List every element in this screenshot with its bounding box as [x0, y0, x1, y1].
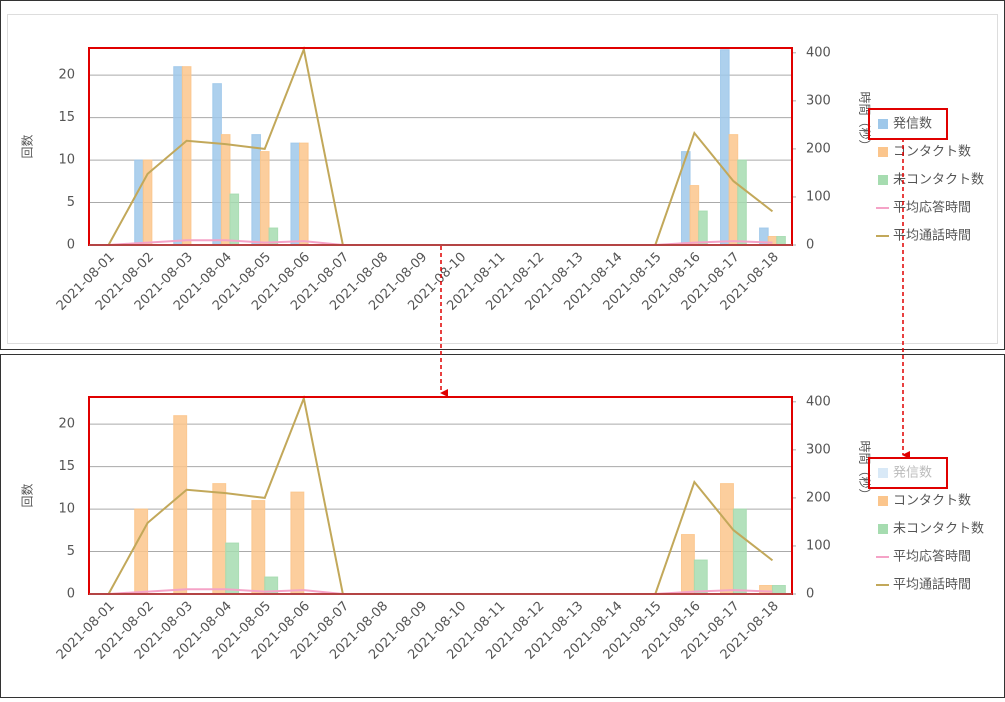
- bar: [259, 151, 270, 246]
- y-tick-label: 0: [67, 238, 75, 253]
- bar: [251, 500, 266, 595]
- annotation-box: [868, 108, 948, 140]
- y-tick-label: 0: [67, 587, 75, 602]
- bar: [225, 542, 240, 595]
- y-tick-label: 5: [67, 195, 75, 210]
- bar: [689, 185, 700, 246]
- legend-label[interactable]: 未コンタクト数: [893, 173, 984, 188]
- bar: [134, 159, 144, 246]
- bar: [212, 83, 222, 246]
- legend-label[interactable]: コンタクト数: [893, 494, 971, 509]
- y2-tick-label: 0: [806, 587, 814, 602]
- bar: [290, 142, 301, 246]
- bar: [229, 193, 240, 246]
- bar: [767, 236, 778, 246]
- y-tick-label: 15: [58, 459, 75, 474]
- y-tick-label: 15: [58, 110, 75, 125]
- bar: [698, 210, 708, 246]
- bar: [720, 483, 734, 595]
- bar: [771, 585, 786, 595]
- y2-tick-label: 300: [806, 442, 831, 457]
- bar: [251, 134, 261, 246]
- panel-frame: [0, 0, 1005, 350]
- legend-label[interactable]: 平均応答時間: [893, 200, 971, 216]
- bar: [173, 66, 183, 246]
- legend-swatch[interactable]: [878, 175, 888, 185]
- y2-tick-label: 100: [806, 538, 831, 553]
- legend-label[interactable]: 発信数: [893, 117, 932, 132]
- legend-label[interactable]: 発信数: [893, 466, 932, 481]
- legend-swatch[interactable]: [878, 119, 888, 129]
- legend-swatch[interactable]: [878, 524, 888, 534]
- y-axis-label: 回数: [20, 483, 35, 507]
- y-tick-label: 10: [58, 153, 75, 168]
- y2-tick-label: 100: [806, 189, 831, 204]
- bar: [212, 483, 227, 595]
- bar: [680, 534, 695, 595]
- y-axis-label: 回数: [20, 134, 35, 158]
- legend-swatch[interactable]: [878, 147, 888, 157]
- bar: [720, 49, 730, 246]
- bar: [693, 559, 708, 595]
- y2-tick-label: 400: [806, 45, 831, 60]
- y-tick-label: 5: [67, 544, 75, 559]
- legend-label[interactable]: 平均応答時間: [893, 549, 971, 565]
- y-tick-label: 20: [58, 68, 75, 83]
- legend-label[interactable]: 平均通話時間: [893, 228, 971, 244]
- bar: [290, 491, 305, 595]
- y2-tick-label: 200: [806, 490, 831, 505]
- bar: [181, 66, 192, 246]
- y-tick-label: 20: [58, 417, 75, 432]
- legend-label[interactable]: 平均通話時間: [893, 577, 971, 593]
- legend-label[interactable]: コンタクト数: [893, 145, 971, 160]
- legend-swatch[interactable]: [878, 468, 888, 478]
- bar: [134, 508, 149, 595]
- bar: [173, 415, 188, 595]
- legend-label[interactable]: 未コンタクト数: [893, 522, 984, 537]
- y2-tick-label: 400: [806, 394, 831, 409]
- y2-tick-label: 0: [806, 238, 814, 253]
- bar: [728, 134, 739, 246]
- bar: [776, 236, 786, 246]
- y2-tick-label: 200: [806, 141, 831, 156]
- bar: [299, 142, 309, 246]
- chart-frame: [7, 14, 998, 344]
- y-tick-label: 10: [58, 502, 75, 517]
- panel-frame: [0, 354, 1005, 698]
- bar: [732, 508, 747, 595]
- bar: [220, 134, 231, 246]
- bar: [759, 585, 773, 595]
- legend-swatch[interactable]: [878, 496, 888, 506]
- y2-tick-label: 300: [806, 93, 831, 108]
- bar: [737, 159, 747, 246]
